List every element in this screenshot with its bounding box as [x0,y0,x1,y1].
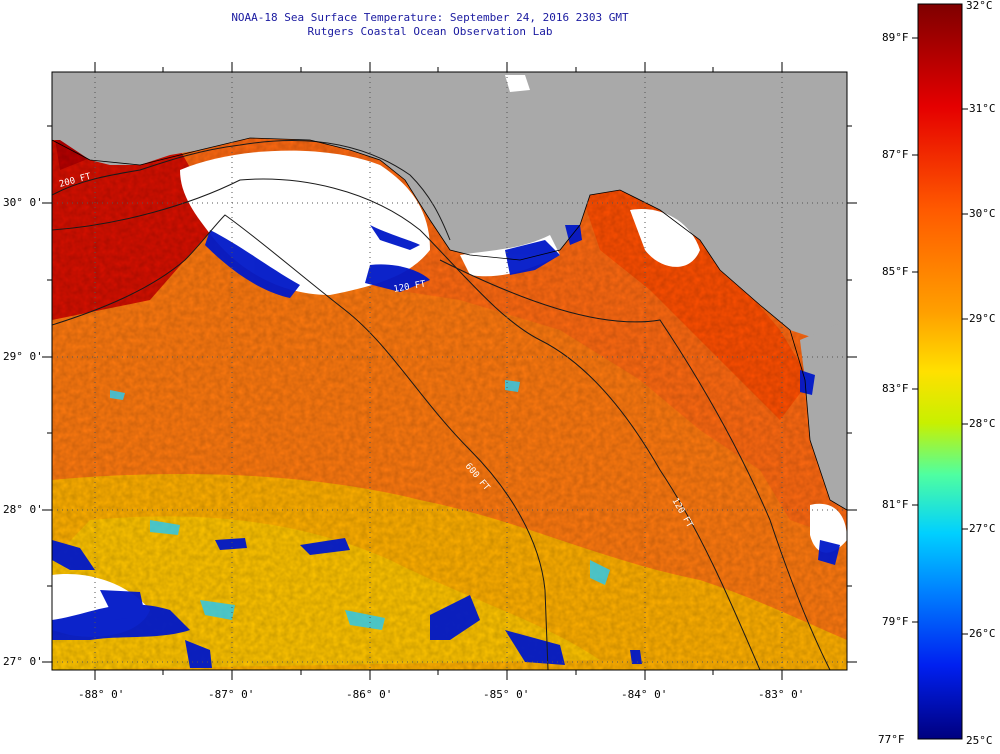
longitude-label: -83° 0' [758,688,805,701]
longitude-label: -88° 0' [78,688,125,701]
cool-fringes [110,380,610,630]
map-frame [51,71,848,671]
colorbar-celsius-label: 30°C [969,207,996,220]
colorbar-celsius-label: 25°C [966,734,993,747]
colorbar-fahrenheit-label: 85°F [882,265,909,278]
axis-ticks [42,62,857,680]
colorbar-fahrenheit-label: 87°F [882,148,909,161]
colorbar-fahrenheit-label: 79°F [882,615,909,628]
map-subtitle: Rutgers Coastal Ocean Observation Lab [307,25,553,38]
colorbar-celsius-label: 29°C [969,312,996,325]
map-title: NOAA-18 Sea Surface Temperature: Septemb… [231,11,629,24]
latitude-label: 29° 0' [3,350,43,363]
latitude-label: 27° 0' [3,655,43,668]
longitude-label: -84° 0' [621,688,668,701]
land-northwest [52,72,100,112]
cloud-north [505,75,530,92]
cold-patches [52,225,840,668]
colorbar-celsius-label: 31°C [969,102,996,115]
colorbar-fahrenheit-label: 81°F [882,498,909,511]
cloud-southeast [810,503,847,553]
latitude-label: 28° 0' [3,503,43,516]
latitude-label: 30° 0' [3,196,43,209]
colorbar-fahrenheit-label: 77°F [878,733,905,746]
colorbar-celsius-label: 32°C [966,0,993,12]
cloud-bigbend [630,209,700,267]
coastline [52,137,847,511]
land-mass [52,72,847,340]
land-peninsula [800,320,847,510]
colorbar-fahrenheit-label: 89°F [882,31,909,44]
colorbar-fahrenheit-label: 83°F [882,382,909,395]
isobaths [52,139,831,670]
longitude-label: -87° 0' [208,688,255,701]
colorbar-celsius-label: 27°C [969,522,996,535]
longitude-label: -86° 0' [346,688,393,701]
colorbar-celsius-label: 28°C [969,417,996,430]
longitude-label: -85° 0' [483,688,530,701]
colorbar-celsius-label: 26°C [969,627,996,640]
